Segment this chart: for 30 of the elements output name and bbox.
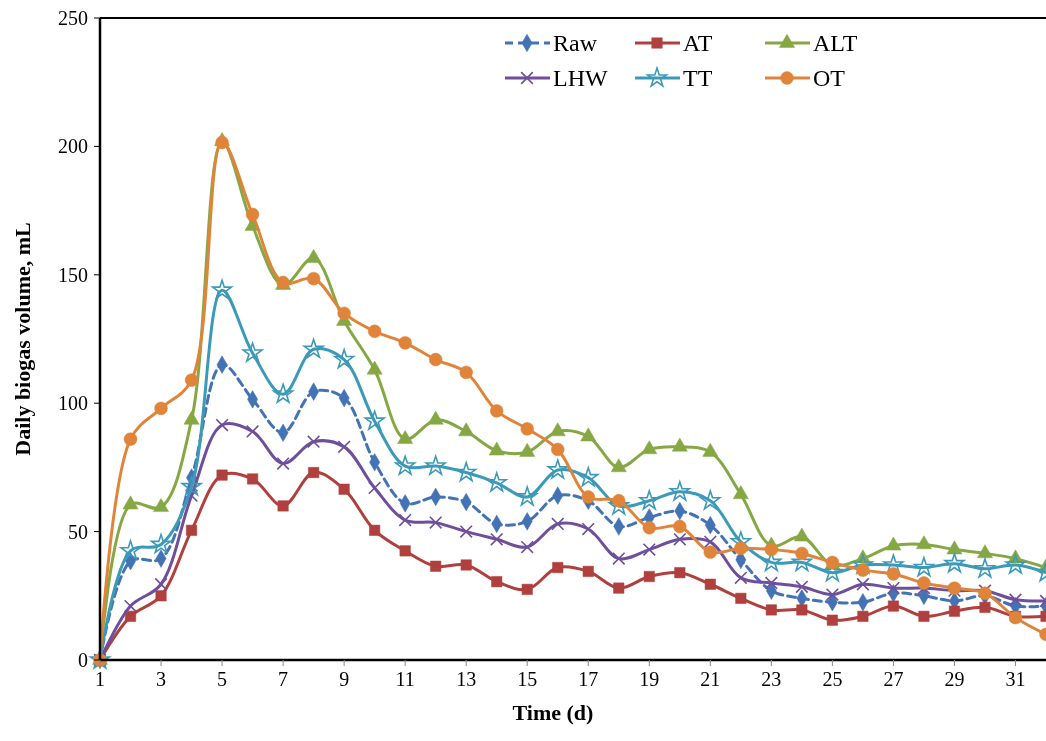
y-axis-title: Daily biogas volume, mL [10, 222, 35, 456]
y-tick-label: 50 [68, 520, 88, 543]
legend-label: AT [683, 30, 713, 57]
x-tick-label: 3 [156, 668, 167, 690]
x-tick-label: 1 [95, 668, 105, 690]
x-tick-label: 5 [217, 668, 228, 690]
y-tick-label: 100 [58, 392, 88, 415]
legend-label: OT [813, 65, 846, 92]
x-tick-label: 11 [395, 668, 415, 690]
legend-label: ALT [813, 30, 858, 57]
x-tick-label: 27 [883, 668, 904, 690]
y-tick-label: 250 [58, 7, 88, 29]
x-tick-label: 25 [822, 668, 843, 690]
y-tick-label: 150 [58, 263, 88, 286]
x-tick-label: 17 [578, 668, 599, 690]
x-tick-label: 7 [278, 668, 289, 690]
legend-label: TT [683, 65, 713, 92]
x-tick-label: 13 [456, 668, 477, 690]
y-tick-label: 0 [78, 649, 88, 671]
x-tick-label: 23 [761, 668, 782, 690]
x-tick-label: 15 [517, 668, 538, 690]
y-tick-label: 200 [58, 135, 88, 158]
legend-label: Raw [553, 30, 598, 57]
x-tick-label: 29 [944, 668, 965, 690]
x-tick-label: 21 [700, 668, 721, 690]
x-tick-label: 9 [339, 668, 350, 690]
x-tick-label: 31 [1005, 668, 1026, 690]
x-axis-title: Time (d) [512, 700, 594, 725]
x-tick-label: 19 [639, 668, 660, 690]
legend-label: LHW [553, 65, 608, 92]
